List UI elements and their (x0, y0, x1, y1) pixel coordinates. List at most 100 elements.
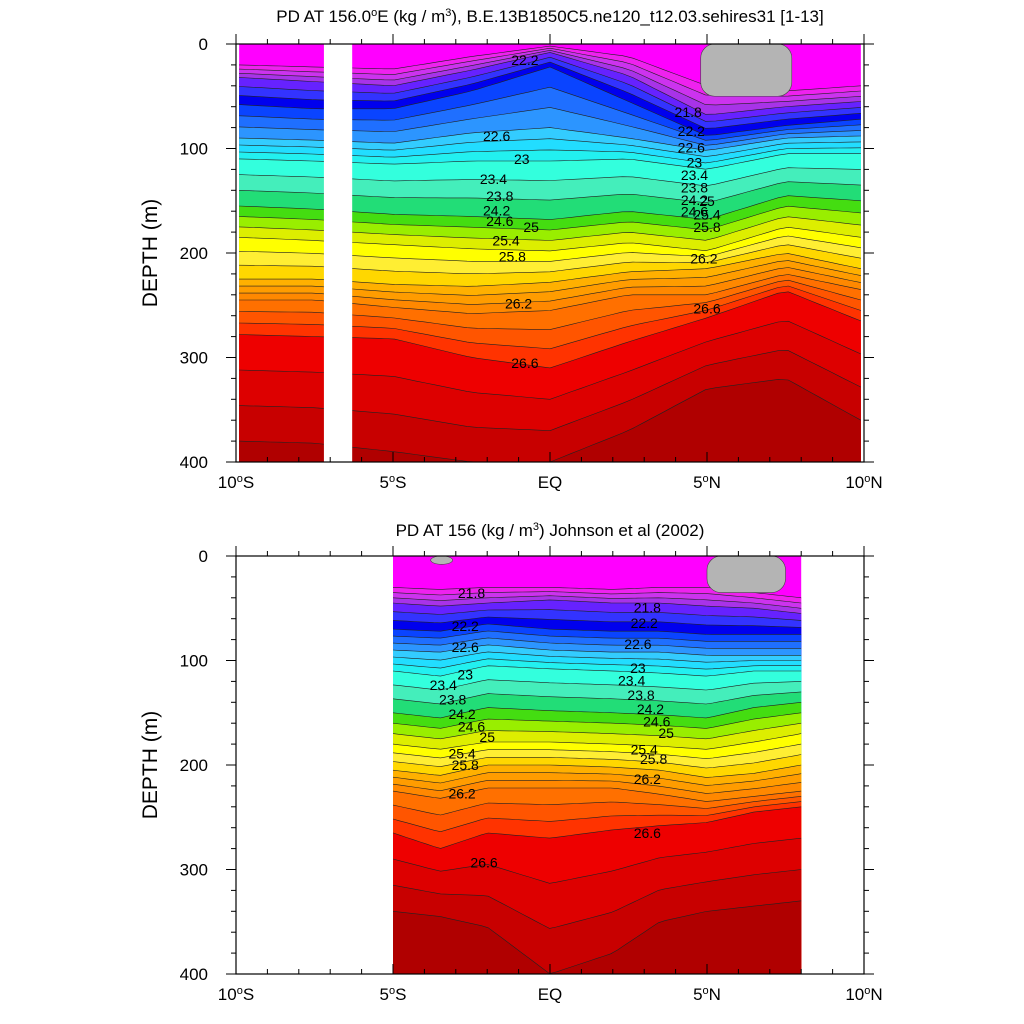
contour-label: 24.2 (637, 701, 664, 717)
contour-label: 23 (687, 154, 703, 170)
contour-label: 26.2 (448, 785, 475, 801)
x-tick-label: 5oS (380, 985, 407, 1004)
contour-band (239, 379, 861, 462)
contour-line (392, 796, 802, 816)
x-tick-label: EQ (538, 473, 563, 492)
contour-line (392, 772, 802, 786)
contour-line (392, 733, 802, 750)
contour-label: 25.8 (452, 757, 479, 773)
contour-label: 25.8 (640, 751, 667, 767)
y-axis-label: DEPTH (m) (139, 711, 162, 820)
contour-label: 22.6 (483, 128, 510, 144)
contour-line (392, 665, 802, 677)
contour-line (392, 691, 802, 705)
contour-line (392, 712, 802, 729)
panel-model: PD AT 156.0oE (kg / m3), B.E.13B1850C5.n… (139, 7, 883, 492)
contour-line (392, 801, 802, 833)
contour-label: 22.6 (678, 140, 705, 156)
y-tick-label: 200 (180, 244, 208, 263)
plot-area: 21.822.222.62323.423.824.224.62525.425.8… (180, 546, 883, 1004)
contour-line (392, 616, 802, 628)
contour-label: 26.6 (693, 301, 720, 317)
contour-label: 24.6 (681, 203, 708, 219)
x-tick-label: 10oN (845, 985, 882, 1004)
contour-label: 22.2 (631, 615, 658, 631)
contour-line (392, 754, 802, 769)
contour-label: 21.8 (675, 104, 702, 120)
contour-line (392, 591, 802, 604)
contour-line (392, 637, 802, 649)
contour-label: 25.8 (499, 248, 526, 264)
contour-label: 24.2 (681, 192, 708, 208)
contour-line (392, 869, 802, 929)
contour-label: 25 (479, 729, 495, 745)
y-tick-label: 400 (180, 965, 208, 984)
contour-line (392, 679, 802, 691)
missing-data-gap (323, 44, 353, 462)
x-tick-label: 5oS (380, 473, 407, 492)
y-tick-label: 300 (180, 349, 208, 368)
contour-line (392, 623, 802, 635)
contour-label: 23.8 (486, 188, 513, 204)
contour-line (392, 787, 802, 802)
contour-line (392, 837, 802, 884)
y-tick-label: 0 (199, 35, 208, 54)
contour-label: 25.4 (693, 207, 720, 223)
contour-line (392, 658, 802, 670)
contour-label: 26.2 (634, 771, 661, 787)
contour-label: 26.2 (690, 250, 717, 266)
land-mask (700, 43, 793, 97)
chart-title: PD AT 156 (kg / m3) Johnson et al (2002) (396, 521, 705, 540)
y-axis-label: DEPTH (m) (139, 199, 162, 308)
y-tick-label: 200 (180, 756, 208, 775)
contour-label: 22.6 (452, 639, 479, 655)
contour-label: 23.8 (439, 691, 466, 707)
contour-label: 26.6 (511, 355, 538, 371)
contour-line (392, 651, 802, 663)
x-tick-label: 10oN (845, 473, 882, 492)
panel-observed: PD AT 156 (kg / m3) Johnson et al (2002)… (139, 521, 883, 1004)
contour-line (392, 599, 802, 614)
contour-label: 25.8 (693, 219, 720, 235)
contour-line (392, 806, 802, 849)
contour-label: 23 (514, 151, 530, 167)
contour-label: 25.4 (492, 233, 519, 249)
contour-label: 25.4 (631, 742, 658, 758)
land-mask (706, 555, 786, 593)
y-tick-label: 100 (180, 140, 208, 159)
contour-label: 22.2 (678, 123, 705, 139)
contour-label: 24.6 (486, 213, 513, 229)
contour-line (392, 722, 802, 740)
y-tick-label: 300 (180, 861, 208, 880)
x-tick-label: EQ (538, 985, 563, 1004)
contour-label: 23.4 (618, 673, 645, 689)
contour-label: 25.4 (448, 746, 475, 762)
contour-line (392, 900, 802, 974)
contour-label: 24.6 (458, 719, 485, 735)
contour-label: 21.8 (634, 599, 661, 615)
x-tick-label: 5oN (693, 985, 721, 1004)
contour-line (392, 764, 802, 778)
chart-title: PD AT 156.0oE (kg / m3), B.E.13B1850C5.n… (276, 7, 823, 26)
contour-label: 23 (457, 666, 473, 682)
contour-label: 25 (658, 725, 674, 741)
x-tick-label: 5oN (693, 473, 721, 492)
contour-label: 24.6 (643, 713, 670, 729)
contour-line (392, 595, 802, 609)
contour-line (392, 630, 802, 642)
contour-line (392, 743, 802, 759)
y-tick-label: 100 (180, 652, 208, 671)
contour-label: 22.2 (511, 52, 538, 68)
x-tick-label: 10oS (218, 473, 254, 492)
contour-line (392, 609, 802, 621)
contour-label: 23.8 (627, 687, 654, 703)
contour-label: 23.4 (681, 167, 708, 183)
contour-label: 23.8 (681, 179, 708, 195)
contour-label: 26.6 (470, 854, 497, 870)
contour-label: 23.4 (430, 677, 457, 693)
contour-label: 23.4 (480, 171, 507, 187)
land-mask (430, 555, 453, 565)
y-tick-label: 400 (180, 453, 208, 472)
